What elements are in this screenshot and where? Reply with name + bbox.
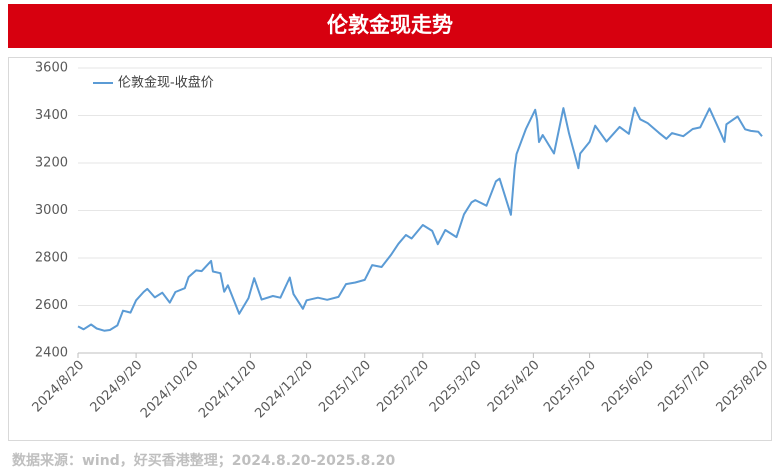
y-tick-label: 3200 [35, 156, 68, 171]
chart-title: 伦敦金现走势 [327, 13, 453, 37]
y-tick-label: 3600 [35, 61, 68, 76]
price-line [77, 106, 763, 332]
y-tick-label: 3400 [35, 108, 68, 123]
x-tick-label: 2025/1/20 [316, 358, 374, 416]
x-tick-label: 2025/8/20 [714, 358, 772, 416]
x-tick-label: 2024/11/20 [196, 358, 260, 422]
x-tick-label: 2024/8/20 [30, 358, 88, 416]
x-tick-label: 2025/3/20 [427, 358, 485, 416]
y-tick-label: 2400 [35, 346, 68, 361]
x-tick-label: 2025/2/20 [374, 358, 432, 416]
x-tick-label: 2025/7/20 [655, 358, 713, 416]
y-tick-label: 2600 [35, 298, 68, 313]
source-note: 数据来源：wind，好买香港整理；2024.8.20-2025.8.20 [12, 452, 395, 469]
x-tick-label: 2024/10/20 [138, 358, 202, 422]
plot-frame [8, 57, 772, 441]
x-tick-label: 2025/5/20 [541, 358, 599, 416]
x-tick-label: 2025/4/20 [485, 358, 543, 416]
x-tick-label: 2024/12/20 [252, 358, 316, 422]
header-bar [8, 4, 772, 48]
y-tick-label: 3000 [35, 203, 68, 218]
x-tick-label: 2025/6/20 [599, 358, 657, 416]
legend-label: 伦敦金现-收盘价 [118, 75, 214, 91]
x-tick-label: 2024/9/20 [88, 358, 146, 416]
y-tick-label: 2800 [35, 251, 68, 266]
